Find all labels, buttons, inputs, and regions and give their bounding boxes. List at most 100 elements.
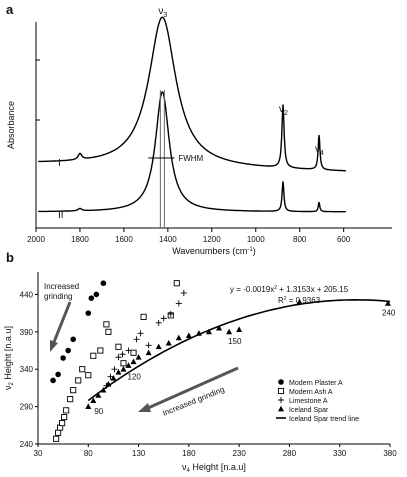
point-label: 90 <box>94 407 103 416</box>
point-plus <box>115 354 122 361</box>
spectrum-I <box>38 16 346 172</box>
series-label-II: II <box>58 210 64 221</box>
point-plus <box>180 289 187 296</box>
x-tick-label-b: 380 <box>383 449 397 458</box>
point-circle <box>93 291 100 298</box>
point-circle <box>50 377 56 384</box>
point-plus <box>175 300 182 307</box>
point-circle <box>65 347 71 354</box>
series-label-I: I <box>58 158 61 169</box>
point-square <box>120 360 127 367</box>
point-triangle <box>185 332 192 338</box>
x-tick-label-a: 2000 <box>27 235 45 244</box>
point-triangle <box>205 328 212 335</box>
trend-curve <box>87 298 391 402</box>
point-plus <box>111 366 118 373</box>
point-plus <box>167 310 174 317</box>
point-square <box>97 347 104 354</box>
grinding-arrowhead-1 <box>50 340 58 352</box>
point-plus <box>107 373 114 380</box>
point-plus <box>160 315 167 322</box>
trend-line <box>87 298 391 402</box>
y-axis-label-b: ν2 Height [n.a.u] <box>3 326 15 390</box>
point-square <box>115 343 122 350</box>
panel-label-b: b <box>6 250 14 265</box>
point-square <box>55 429 62 436</box>
point-square <box>75 377 82 384</box>
point-circle <box>55 371 61 378</box>
x-tick-label-a: 1600 <box>115 235 133 244</box>
y-tick-label-b: 440 <box>20 290 34 299</box>
trend-equation: y = -0.0019x2 + 1.3153x + 205.15 <box>230 285 349 294</box>
spectrum-panel: Absorbance Wavenumbers (cm-1) 2000 1800 16… <box>6 6 392 256</box>
x-tick-label-a: 600 <box>337 235 351 244</box>
spectra-curves: III <box>38 16 346 221</box>
point-triangle <box>115 369 122 375</box>
grinding-label-1: Increased <box>44 282 79 291</box>
point-plus <box>125 347 132 354</box>
x-tick-label-a: 1400 <box>159 235 177 244</box>
panel-label-a: a <box>6 2 14 17</box>
point-square <box>173 280 180 287</box>
point-circle <box>100 280 107 287</box>
point-triangle <box>120 366 127 372</box>
point-triangle <box>130 358 137 365</box>
point-label: 240 <box>382 308 396 317</box>
axis-ticks-b: 30 80 130 180 230 280 330 380 240 290 340 390 440 <box>20 290 398 458</box>
scatter-panel: ν2 Height [n.a.u] ν4 Height [n.a.u] 30 80… <box>3 272 397 474</box>
point-triangle <box>125 362 132 368</box>
grinding-arrow-1 <box>52 301 72 343</box>
point-square <box>277 387 285 395</box>
point-plus <box>133 336 140 343</box>
point-circle <box>85 310 92 316</box>
x-tick-label-b: 230 <box>232 449 246 458</box>
point-triangle <box>85 403 92 410</box>
x-tick-label-a: 1200 <box>203 235 221 244</box>
peak-label: ν3 <box>158 6 167 19</box>
x-tick-label-b: 30 <box>34 449 43 458</box>
legend-label: Modern Ash A <box>289 389 333 396</box>
point-square <box>85 372 92 379</box>
point-square <box>79 366 86 373</box>
point-square <box>67 396 74 403</box>
point-label: 120 <box>128 373 142 382</box>
point-triangle <box>145 349 152 356</box>
point-square <box>63 407 70 414</box>
point-plus <box>145 342 152 349</box>
point-square <box>61 414 68 421</box>
y-tick-label-b: 290 <box>20 403 34 412</box>
point-triangle <box>95 392 102 398</box>
x-tick-label-b: 80 <box>84 449 93 458</box>
point-square <box>130 349 137 356</box>
x-tick-label-a: 1000 <box>247 235 265 244</box>
grinding-arrow-2 <box>147 366 239 410</box>
point-plus <box>119 351 126 358</box>
scatter-points <box>50 280 391 442</box>
x-tick-label-a: 800 <box>293 235 307 244</box>
point-triangle <box>155 343 162 350</box>
peak-label: ν4 <box>315 144 324 157</box>
point-plus <box>155 319 162 326</box>
point-triangle <box>135 354 142 360</box>
point-triangle <box>216 324 223 331</box>
y-tick-label-b: 390 <box>20 328 34 337</box>
r-squared: R2 = 0.9363 <box>278 296 321 305</box>
point-circle <box>88 295 95 301</box>
point-triangle <box>384 300 391 306</box>
point-circle <box>278 379 284 385</box>
point-label: 150 <box>228 337 242 346</box>
peak-annotations: ν3 ν2 ν4 FWHM <box>148 6 324 228</box>
x-axis-label-b: ν4 Height [n.a.u] <box>182 462 246 474</box>
point-triangle <box>236 326 243 332</box>
point-plus <box>278 397 284 403</box>
point-square <box>140 313 147 320</box>
point-square <box>70 387 77 394</box>
point-triangle <box>278 405 284 412</box>
y-tick-label-b: 240 <box>20 440 34 449</box>
point-triangle <box>175 334 182 341</box>
legend-label: Iceland Spar trend line <box>289 416 359 423</box>
x-tick-label-b: 280 <box>283 449 297 458</box>
point-triangle <box>296 298 303 305</box>
y-axis-label-a: Absorbance <box>6 101 16 149</box>
